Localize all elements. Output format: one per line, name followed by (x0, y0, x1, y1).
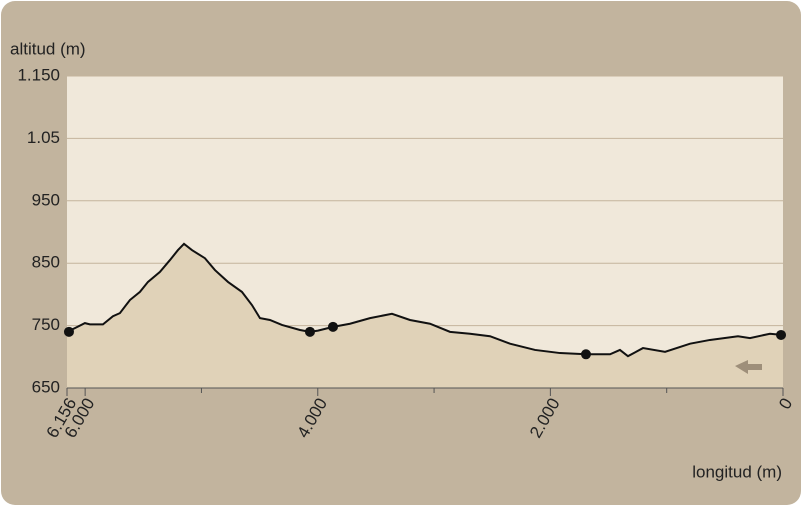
waypoint (63, 326, 74, 337)
area (67, 243, 783, 388)
waypoint (580, 349, 591, 360)
waypoint (304, 326, 315, 337)
y-tick-label: 850 (32, 253, 60, 272)
direction-arrow (735, 360, 762, 374)
y-axis-title: altitud (m) (10, 39, 86, 58)
waypoint (776, 329, 787, 340)
waypoint (327, 321, 338, 332)
x-axis-title: longitud (m) (692, 462, 782, 481)
y-tick-label: 650 (32, 377, 60, 396)
y-tick-label: 1.150 (17, 65, 60, 84)
y-tick-label: 750 (32, 315, 60, 334)
y-tick-label: 950 (32, 190, 60, 209)
y-tick-label: 1.05 (27, 128, 60, 147)
